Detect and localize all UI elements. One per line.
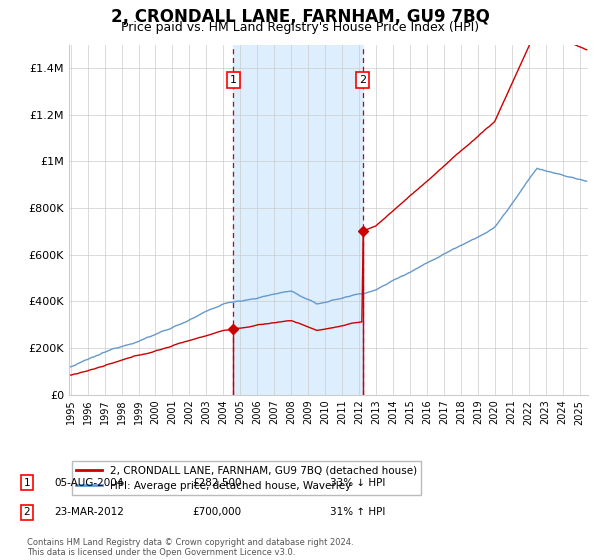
Text: 2: 2 (359, 75, 367, 85)
Text: £282,500: £282,500 (192, 478, 241, 488)
Text: Contains HM Land Registry data © Crown copyright and database right 2024.
This d: Contains HM Land Registry data © Crown c… (27, 538, 353, 557)
Text: Price paid vs. HM Land Registry's House Price Index (HPI): Price paid vs. HM Land Registry's House … (121, 21, 479, 34)
Text: 23-MAR-2012: 23-MAR-2012 (54, 507, 124, 517)
Text: 2, CRONDALL LANE, FARNHAM, GU9 7BQ: 2, CRONDALL LANE, FARNHAM, GU9 7BQ (110, 8, 490, 26)
Text: 05-AUG-2004: 05-AUG-2004 (54, 478, 124, 488)
Text: 1: 1 (230, 75, 237, 85)
Legend: 2, CRONDALL LANE, FARNHAM, GU9 7BQ (detached house), HPI: Average price, detache: 2, CRONDALL LANE, FARNHAM, GU9 7BQ (deta… (71, 461, 421, 495)
Text: 2: 2 (23, 507, 31, 517)
Text: 31% ↑ HPI: 31% ↑ HPI (330, 507, 385, 517)
Text: £700,000: £700,000 (192, 507, 241, 517)
Text: 33% ↓ HPI: 33% ↓ HPI (330, 478, 385, 488)
Bar (233, 45, 363, 395)
Text: 1: 1 (23, 478, 31, 488)
